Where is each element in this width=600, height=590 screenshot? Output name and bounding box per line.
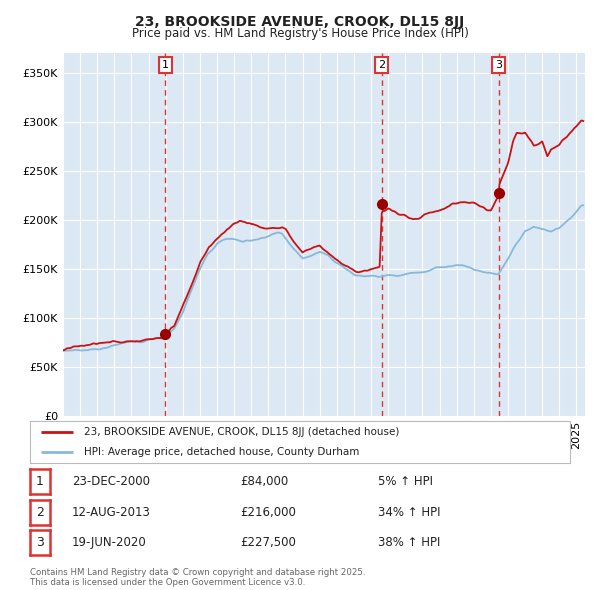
Text: 23, BROOKSIDE AVENUE, CROOK, DL15 8JJ: 23, BROOKSIDE AVENUE, CROOK, DL15 8JJ bbox=[136, 15, 464, 29]
Text: 19-JUN-2020: 19-JUN-2020 bbox=[72, 536, 147, 549]
Text: 23, BROOKSIDE AVENUE, CROOK, DL15 8JJ (detached house): 23, BROOKSIDE AVENUE, CROOK, DL15 8JJ (d… bbox=[84, 427, 400, 437]
Text: 2: 2 bbox=[378, 60, 385, 70]
Text: 38% ↑ HPI: 38% ↑ HPI bbox=[378, 536, 440, 549]
Text: Contains HM Land Registry data © Crown copyright and database right 2025.
This d: Contains HM Land Registry data © Crown c… bbox=[30, 568, 365, 587]
Text: 2: 2 bbox=[36, 506, 44, 519]
Text: 1: 1 bbox=[161, 60, 169, 70]
Text: 34% ↑ HPI: 34% ↑ HPI bbox=[378, 506, 440, 519]
Text: 3: 3 bbox=[36, 536, 44, 549]
Text: 23-DEC-2000: 23-DEC-2000 bbox=[72, 475, 150, 488]
Text: HPI: Average price, detached house, County Durham: HPI: Average price, detached house, Coun… bbox=[84, 447, 359, 457]
Text: £227,500: £227,500 bbox=[240, 536, 296, 549]
Text: 1: 1 bbox=[36, 475, 44, 488]
Text: £84,000: £84,000 bbox=[240, 475, 288, 488]
Text: 5% ↑ HPI: 5% ↑ HPI bbox=[378, 475, 433, 488]
Text: Price paid vs. HM Land Registry's House Price Index (HPI): Price paid vs. HM Land Registry's House … bbox=[131, 27, 469, 40]
Text: 12-AUG-2013: 12-AUG-2013 bbox=[72, 506, 151, 519]
Text: 3: 3 bbox=[495, 60, 502, 70]
Text: £216,000: £216,000 bbox=[240, 506, 296, 519]
